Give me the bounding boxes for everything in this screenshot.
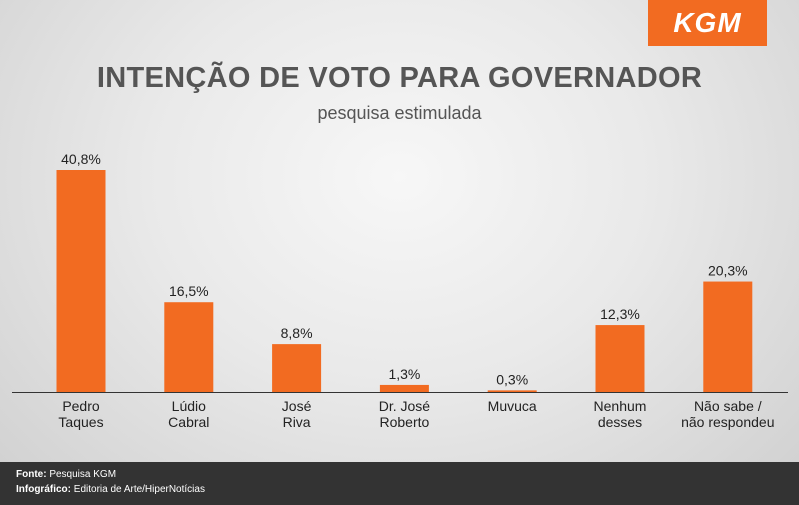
bar — [487, 390, 537, 392]
category-label: Lúdio — [172, 398, 206, 414]
category-label: Riva — [283, 414, 311, 430]
bar — [272, 344, 322, 392]
bar-value-label: 16,5% — [169, 283, 209, 299]
bar-value-label: 20,3% — [708, 263, 748, 279]
bar — [164, 302, 214, 392]
category-label: Roberto — [379, 414, 429, 430]
footer-credit: Infográfico: Editoria de Arte/HiperNotíc… — [16, 484, 205, 495]
category-label: Não sabe / — [694, 398, 762, 414]
footer: Fonte: Pesquisa KGM Infográfico: Editori… — [0, 462, 799, 505]
category-label: Muvuca — [488, 398, 537, 414]
bar-value-label: 8,8% — [281, 325, 313, 341]
footer-source-label: Fonte: — [16, 469, 47, 480]
footer-credit-value: Editoria de Arte/HiperNotícias — [73, 484, 205, 495]
bar-value-label: 1,3% — [388, 366, 420, 382]
bar-value-label: 40,8% — [61, 151, 101, 167]
logo-text: KGM — [673, 7, 742, 38]
category-label: Pedro — [62, 398, 100, 414]
footer-source: Fonte: Pesquisa KGM — [16, 469, 116, 480]
bar — [595, 325, 645, 392]
bar — [703, 281, 753, 392]
chart-subtitle: pesquisa estimulada — [317, 103, 482, 123]
category-label: Dr. José — [379, 398, 431, 414]
category-label: não respondeu — [681, 414, 774, 430]
category-label: Cabral — [168, 414, 209, 430]
footer-source-value: Pesquisa KGM — [49, 469, 117, 480]
bar-value-label: 12,3% — [600, 306, 640, 322]
category-label: desses — [598, 414, 642, 430]
category-label: Nenhum — [594, 398, 647, 414]
footer-credit-label: Infográfico: — [16, 484, 71, 495]
bar — [379, 384, 429, 392]
kgm-logo: KGM — [648, 0, 767, 46]
category-label: Taques — [58, 414, 103, 430]
category-label: José — [282, 398, 312, 414]
chart-title: INTENÇÃO DE VOTO PARA GOVERNADOR — [96, 62, 703, 94]
bar — [56, 170, 106, 392]
bar-value-label: 0,3% — [496, 371, 528, 387]
